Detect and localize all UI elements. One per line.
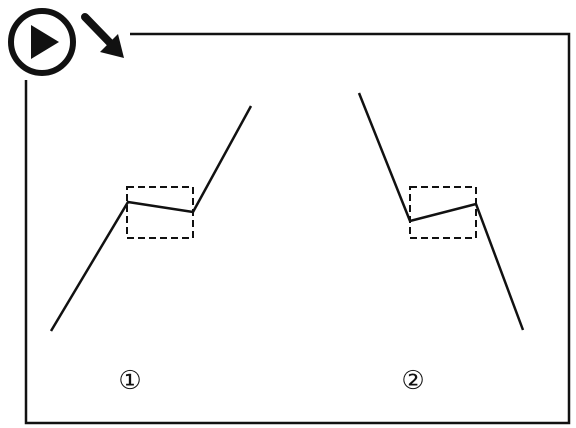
diagram-frame <box>24 32 571 425</box>
dashed-box-right <box>409 186 477 239</box>
dashed-box-left <box>126 186 194 239</box>
polyline-left <box>49 105 253 332</box>
panel-label-1: ① <box>118 366 141 396</box>
polyline-right <box>357 92 525 331</box>
arrow-down-right-icon <box>81 13 124 58</box>
play-circle-icon[interactable] <box>8 8 76 76</box>
panel-label-2: ② <box>401 366 424 396</box>
